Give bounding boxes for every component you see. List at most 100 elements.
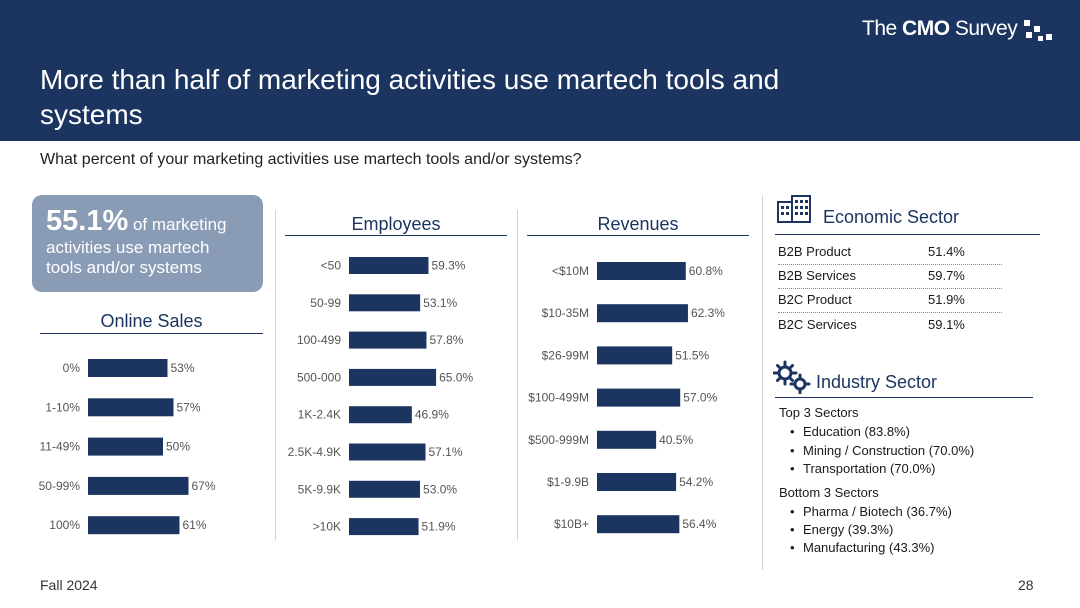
category-label: 5K-9.9K: [298, 482, 341, 496]
highlight-text: of marketing activities use martech tool…: [46, 215, 227, 277]
eco-value: 51.4%: [928, 244, 965, 259]
bar: [597, 346, 673, 365]
list-item: Energy (39.3%): [790, 522, 893, 537]
category-label: 50-99%: [39, 479, 81, 493]
eco-label: B2B Product: [778, 244, 851, 259]
bar: [88, 476, 189, 495]
top-sectors-label: Top 3 Sectors: [779, 405, 859, 420]
data-label: 57.8%: [429, 333, 463, 347]
data-label: 57%: [177, 400, 201, 414]
eco-value: 51.9%: [928, 292, 965, 307]
bar: [597, 388, 681, 407]
industry-sector-title: Industry Sector: [816, 372, 938, 392]
bar: [349, 294, 421, 312]
category-label: >10K: [313, 520, 341, 534]
category-label: $26-99M: [542, 348, 589, 362]
page-number: 28: [1018, 577, 1034, 593]
brand-bold: CMO: [902, 17, 950, 40]
data-label: 51.5%: [675, 348, 709, 362]
data-label: 62.3%: [691, 306, 725, 320]
highlight-value: 55.1%: [46, 205, 129, 237]
data-label: 56.4%: [682, 517, 716, 531]
highlight-box: 55.1% of marketing activities use martec…: [32, 195, 263, 292]
category-label: 11-49%: [40, 440, 81, 454]
header-banner: [0, 0, 1080, 141]
data-label: 65.0%: [439, 370, 473, 384]
survey-question: What percent of your marketing activitie…: [40, 151, 582, 168]
divider-1: [275, 210, 276, 540]
revenues-rule: [527, 235, 749, 236]
list-item: Transportation (70.0%): [790, 461, 936, 476]
online-sales-title: Online Sales: [100, 311, 203, 331]
table-row: B2B Services 59.7%: [778, 265, 1002, 289]
employees-title: Employees: [351, 214, 441, 234]
bar: [349, 518, 419, 536]
data-label: 59.3%: [431, 259, 465, 273]
economic-sector-rule: [775, 234, 1040, 235]
list-item: Education (83.8%): [790, 424, 910, 439]
data-label: 61%: [183, 518, 207, 532]
data-label: 53.1%: [423, 296, 457, 310]
category-label: 100%: [49, 518, 80, 532]
eco-label: B2B Services: [778, 268, 857, 283]
online-sales-chart: 0% 53% 1-10% 57% 11-49% 50% 50-99% 67% 100% 61%: [39, 359, 216, 535]
eco-label: B2C Services: [778, 317, 857, 332]
list-item: Manufacturing (43.3%): [790, 540, 934, 555]
bar: [349, 331, 427, 349]
data-label: 50%: [166, 440, 190, 454]
category-label: $500-999M: [528, 433, 589, 447]
online-sales-rule: [40, 333, 263, 334]
category-label: <$10M: [552, 264, 589, 278]
data-label: 46.9%: [415, 408, 449, 422]
bottom-sectors-label: Bottom 3 Sectors: [779, 485, 879, 500]
category-label: 50-99: [310, 296, 341, 310]
revenues-chart: <$10M 60.8% $10-35M 62.3% $26-99M 51.5% $100-4…: [528, 262, 725, 534]
category-label: $10-35M: [542, 306, 589, 320]
economic-sector-title: Economic Sector: [823, 207, 960, 227]
table-row: B2C Services 59.1%: [778, 314, 1002, 338]
table-row: B2C Product 51.9%: [778, 289, 1002, 313]
bar: [349, 443, 426, 461]
brand-suffix: Survey: [949, 17, 1018, 40]
category-label: <50: [321, 259, 342, 273]
revenues-title: Revenues: [597, 214, 679, 234]
category-label: 500-000: [297, 370, 341, 384]
slide-title: More than half of marketing activities u…: [40, 64, 780, 130]
bar: [597, 304, 688, 323]
eco-value: 59.1%: [928, 317, 965, 332]
employees-chart: <50 59.3% 50-99 53.1% 100-499 57.8% 500-000 65.…: [288, 257, 473, 536]
data-label: 57.0%: [683, 391, 717, 405]
bar: [88, 437, 163, 456]
bar: [349, 480, 421, 498]
bar: [597, 473, 677, 491]
brand-prefix: The: [862, 17, 903, 40]
bar: [597, 515, 680, 534]
category-label: 0%: [63, 361, 81, 375]
category-label: 2.5K-4.9K: [288, 445, 341, 459]
list-item: Mining / Construction (70.0%): [790, 443, 974, 458]
eco-value: 59.7%: [928, 268, 965, 283]
bar: [597, 430, 657, 449]
list-item: Pharma / Biotech (36.7%): [790, 504, 952, 519]
bar: [88, 398, 174, 417]
data-label: 40.5%: [659, 433, 693, 447]
bar: [88, 359, 168, 377]
brand-dots-icon: [1024, 20, 1052, 41]
employees-rule: [285, 235, 507, 236]
footer-date: Fall 2024: [40, 577, 98, 593]
table-row: B2B Product 51.4%: [778, 241, 1002, 265]
bar: [349, 406, 412, 424]
category-label: $100-499M: [528, 391, 589, 405]
brand-logo: The CMO Survey: [862, 17, 1018, 41]
category-label: 1K-2.4K: [298, 408, 341, 422]
data-label: 67%: [192, 479, 216, 493]
bar: [597, 262, 686, 280]
data-label: 53%: [171, 361, 195, 375]
data-label: 60.8%: [689, 264, 723, 278]
industry-sector-rule: [775, 397, 1033, 398]
bar: [349, 257, 429, 274]
divider-2: [517, 210, 518, 540]
divider-3: [762, 195, 763, 570]
category-label: 100-499: [297, 333, 341, 347]
data-label: 51.9%: [422, 520, 456, 534]
